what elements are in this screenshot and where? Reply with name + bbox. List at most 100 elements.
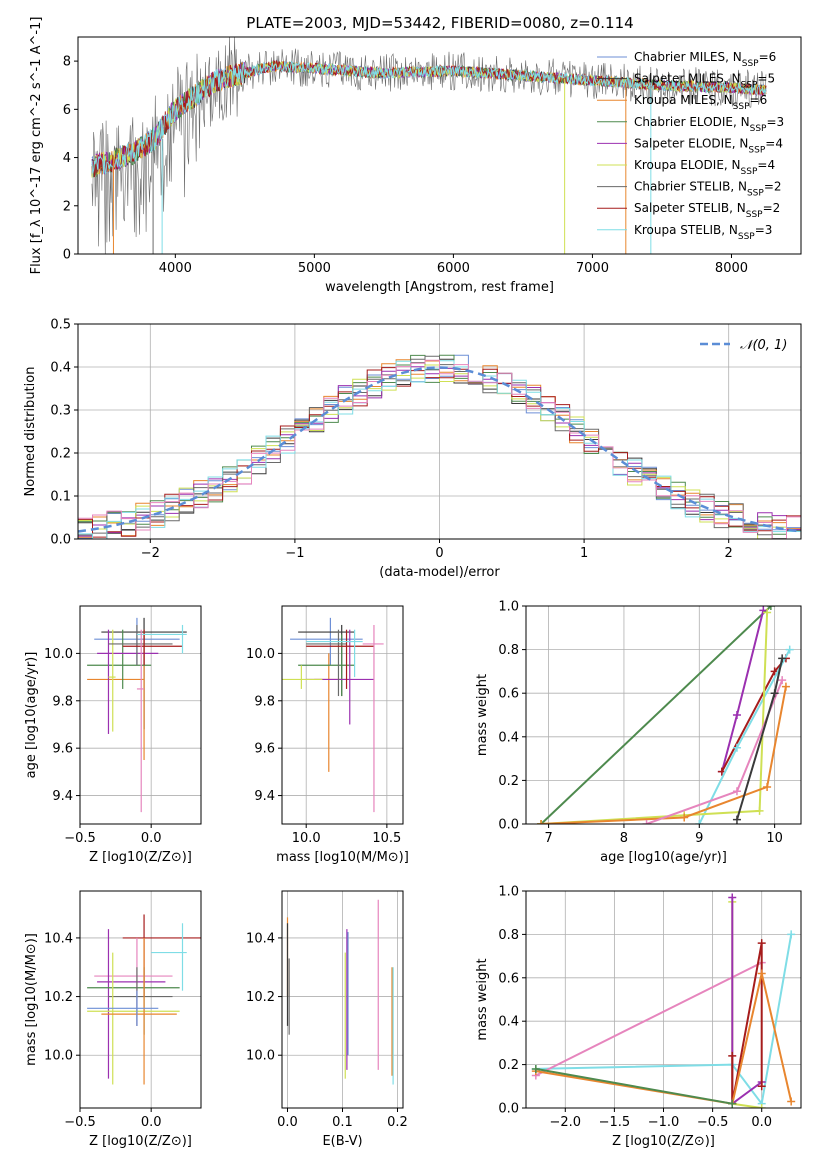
- figure-title: PLATE=2003, MJD=53442, FIBERID=0080, z=0…: [246, 14, 633, 32]
- tick-label-x: 7: [544, 831, 552, 846]
- legend-label: Chabrier ELODIE, NSSP=3: [634, 115, 784, 134]
- tick-label-y: 0.1: [50, 490, 71, 505]
- weight-marker: [642, 820, 651, 824]
- chart-residuals: −2 −1 0 1 2 0.0 0.1 0.2 0.3 0.4 0.5 (data-model)/er…: [23, 318, 802, 580]
- tick-label-x: 8000: [715, 261, 748, 276]
- tick-label-y: 10.0: [246, 1049, 275, 1064]
- tick-label-x: −2: [141, 546, 160, 561]
- tick-label-y: 10.0: [44, 647, 73, 662]
- weight-marker: [778, 676, 787, 685]
- weight-marker: [763, 608, 772, 617]
- tick-label-x: 0.0: [141, 1115, 162, 1130]
- tick-label-y: 0.2: [498, 774, 519, 789]
- weight-marker: [787, 930, 796, 939]
- axes-frame: [525, 890, 802, 1109]
- tick-label-y: 4: [63, 151, 71, 166]
- plot-area: [537, 606, 794, 824]
- tick-label-y: 10.2: [44, 990, 73, 1005]
- tick-label-x: 2: [725, 546, 733, 561]
- weight-marker: [787, 1097, 796, 1106]
- tick-label-x: 9: [695, 831, 703, 846]
- tick-label-y: 9.4: [254, 789, 275, 804]
- tick-label-x: 10.0: [292, 831, 321, 846]
- axis-label-y: mass [log10(M/M⊙)]: [24, 933, 39, 1066]
- tick-label-x: 8: [620, 831, 628, 846]
- chart-weight-vs-age: 7 8 9 10 0.0 0.2 0.4 0.6 0.8 1.0 age [log10(age/yr…: [475, 600, 802, 865]
- tick-label-y: 9.8: [254, 694, 275, 709]
- weight-marker: [732, 743, 741, 752]
- axis-label-x: Z [log10(Z/Z⊙)]: [89, 1134, 192, 1149]
- weight-line: [535, 1067, 733, 1105]
- tick-label-y: 10.0: [44, 1049, 73, 1064]
- tick-label-y: 0.0: [50, 533, 71, 548]
- axis-label-x: E(B-V): [322, 1134, 362, 1149]
- tick-label-y: 0.2: [50, 447, 71, 462]
- plot-area: [531, 893, 796, 1108]
- axes-frame: [79, 890, 202, 1109]
- weight-marker: [531, 1064, 540, 1073]
- tick-label-y: 0.5: [50, 318, 71, 333]
- tick-label-x: −1: [285, 546, 304, 561]
- weight-marker: [695, 820, 704, 824]
- axes-frame: [77, 36, 802, 255]
- axes-frame: [525, 605, 802, 825]
- tick-label-y: 0.0: [498, 1102, 519, 1117]
- chart-mass-vs-EBV: 0.0 0.1 0.2 10.0 10.2 10.4 E(B-V): [246, 890, 408, 1149]
- axis-label-y: age [log10(age/yr)]: [24, 652, 39, 779]
- plot-area: [282, 617, 384, 813]
- axis-label-x: Z [log10(Z/Z⊙)]: [89, 850, 192, 865]
- weight-marker: [766, 606, 775, 610]
- legend-label: Kroupa STELIB, NSSP=3: [634, 223, 772, 242]
- tick-label-x: 5000: [298, 261, 331, 276]
- tick-label-x: 0.2: [387, 1115, 408, 1130]
- tick-label-x: 6000: [437, 261, 470, 276]
- tick-label-x: −0.5: [64, 831, 96, 846]
- spectrum-series: [91, 37, 767, 254]
- tick-label-y: 9.6: [254, 742, 275, 757]
- tick-label-x: 10.5: [372, 831, 401, 846]
- weight-marker: [728, 893, 737, 902]
- legend-label: Salpeter STELIB, NSSP=2: [634, 201, 780, 220]
- plot-area: [87, 617, 187, 813]
- tick-label-y: 9.8: [52, 694, 73, 709]
- weight-marker: [732, 787, 741, 796]
- weight-line: [541, 612, 769, 824]
- weight-line: [541, 686, 787, 824]
- tick-label-x: −0.5: [64, 1115, 96, 1130]
- weight-marker: [757, 1082, 766, 1091]
- chart-age-vs-Z: −0.5 0.0 9.4 9.6 9.8 10.0 Z [log10(Z/Z⊙)] age […: [24, 605, 202, 865]
- weight-marker: [781, 682, 790, 691]
- weight-marker: [728, 1051, 737, 1060]
- axis-label-y: mass weight: [475, 958, 490, 1040]
- tick-label-y: 0.8: [498, 643, 519, 658]
- tick-label-y: 0: [63, 248, 71, 263]
- weight-marker: [770, 689, 779, 698]
- tick-label-y: 8: [63, 55, 71, 70]
- axis-label-x: Z [log10(Z/Z⊙)]: [612, 1134, 715, 1149]
- axes-frame: [281, 605, 404, 825]
- tick-label-y: 10.4: [246, 931, 275, 946]
- tick-label-y: 2: [63, 199, 71, 214]
- tick-label-x: 10: [766, 831, 783, 846]
- tick-label-y: 0.4: [498, 1015, 519, 1030]
- weight-marker: [732, 815, 741, 824]
- tick-label-y: 10.2: [246, 990, 275, 1005]
- tick-label-y: 0.8: [498, 928, 519, 943]
- tick-label-y: 0.4: [50, 361, 71, 376]
- weight-marker: [728, 1099, 737, 1108]
- chart-spectrum: 4000 5000 6000 7000 8000 0 2 4 6 8 wavelength [Ang…: [29, 17, 802, 295]
- weight-marker: [785, 645, 794, 654]
- weight-marker: [778, 654, 787, 663]
- tick-label-x: 4000: [159, 261, 192, 276]
- legend-label: 𝒩(0, 1): [740, 338, 787, 353]
- weight-marker: [763, 782, 772, 791]
- tick-label-x: 7000: [576, 261, 609, 276]
- axes-frame: [79, 605, 202, 825]
- legend-label: Kroupa MILES, NSSP=6: [634, 93, 767, 112]
- tick-label-y: 0.2: [498, 1058, 519, 1073]
- chart-weight-vs-Z: −2.0 −1.5 −1.0 −0.5 0.0 0.0 0.2 0.4 0.6 0.8 1.0 Z […: [475, 885, 802, 1149]
- tick-label-y: 9.6: [52, 742, 73, 757]
- tick-label-y: 1.0: [498, 600, 519, 615]
